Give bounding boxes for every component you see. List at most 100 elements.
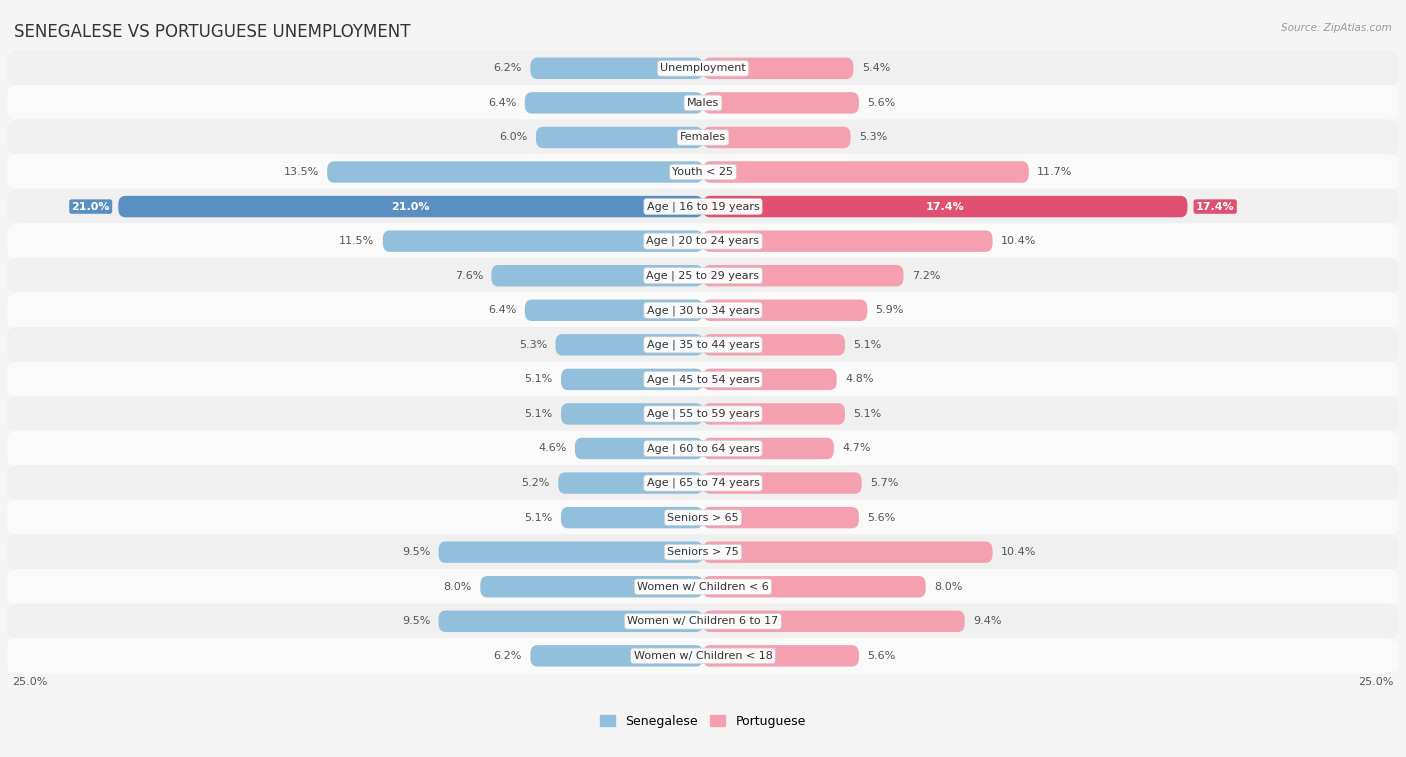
Text: Seniors > 75: Seniors > 75 <box>666 547 740 557</box>
Text: 4.7%: 4.7% <box>842 444 870 453</box>
FancyBboxPatch shape <box>6 85 1400 121</box>
Text: 5.1%: 5.1% <box>853 409 882 419</box>
Legend: Senegalese, Portuguese: Senegalese, Portuguese <box>595 710 811 733</box>
Text: 9.5%: 9.5% <box>402 547 430 557</box>
Text: 5.1%: 5.1% <box>524 375 553 385</box>
Text: Women w/ Children 6 to 17: Women w/ Children 6 to 17 <box>627 616 779 626</box>
FancyBboxPatch shape <box>703 161 1029 182</box>
FancyBboxPatch shape <box>6 327 1400 363</box>
FancyBboxPatch shape <box>703 126 851 148</box>
Text: 5.3%: 5.3% <box>859 132 887 142</box>
Text: Age | 30 to 34 years: Age | 30 to 34 years <box>647 305 759 316</box>
Text: Age | 65 to 74 years: Age | 65 to 74 years <box>647 478 759 488</box>
FancyBboxPatch shape <box>703 438 834 459</box>
Text: 6.4%: 6.4% <box>488 98 516 108</box>
FancyBboxPatch shape <box>561 507 703 528</box>
Text: 6.2%: 6.2% <box>494 651 522 661</box>
Text: Women w/ Children < 6: Women w/ Children < 6 <box>637 581 769 592</box>
FancyBboxPatch shape <box>382 230 703 252</box>
Text: Age | 35 to 44 years: Age | 35 to 44 years <box>647 340 759 350</box>
Text: 4.6%: 4.6% <box>538 444 567 453</box>
Text: 5.2%: 5.2% <box>522 478 550 488</box>
FancyBboxPatch shape <box>703 576 925 597</box>
FancyBboxPatch shape <box>524 300 703 321</box>
Text: Males: Males <box>688 98 718 108</box>
Text: 10.4%: 10.4% <box>1001 547 1036 557</box>
FancyBboxPatch shape <box>6 569 1400 605</box>
FancyBboxPatch shape <box>561 369 703 390</box>
FancyBboxPatch shape <box>530 58 703 79</box>
Text: 7.6%: 7.6% <box>454 271 484 281</box>
Text: 5.1%: 5.1% <box>524 409 553 419</box>
Text: 6.2%: 6.2% <box>494 64 522 73</box>
Text: 7.2%: 7.2% <box>912 271 941 281</box>
Text: Age | 25 to 29 years: Age | 25 to 29 years <box>647 270 759 281</box>
Text: 9.5%: 9.5% <box>402 616 430 626</box>
Text: 8.0%: 8.0% <box>934 581 963 592</box>
FancyBboxPatch shape <box>328 161 703 182</box>
Text: Age | 45 to 54 years: Age | 45 to 54 years <box>647 374 759 385</box>
FancyBboxPatch shape <box>703 196 1188 217</box>
FancyBboxPatch shape <box>481 576 703 597</box>
FancyBboxPatch shape <box>561 403 703 425</box>
Text: SENEGALESE VS PORTUGUESE UNEMPLOYMENT: SENEGALESE VS PORTUGUESE UNEMPLOYMENT <box>14 23 411 41</box>
FancyBboxPatch shape <box>536 126 703 148</box>
FancyBboxPatch shape <box>439 541 703 563</box>
Text: 8.0%: 8.0% <box>443 581 472 592</box>
Text: Seniors > 65: Seniors > 65 <box>668 512 738 522</box>
Text: Age | 55 to 59 years: Age | 55 to 59 years <box>647 409 759 419</box>
FancyBboxPatch shape <box>703 403 845 425</box>
Text: 21.0%: 21.0% <box>72 201 110 211</box>
Text: Age | 16 to 19 years: Age | 16 to 19 years <box>647 201 759 212</box>
Text: 5.4%: 5.4% <box>862 64 890 73</box>
FancyBboxPatch shape <box>703 92 859 114</box>
FancyBboxPatch shape <box>575 438 703 459</box>
Text: 11.5%: 11.5% <box>339 236 374 246</box>
Text: 10.4%: 10.4% <box>1001 236 1036 246</box>
Text: 21.0%: 21.0% <box>391 201 430 211</box>
FancyBboxPatch shape <box>703 541 993 563</box>
FancyBboxPatch shape <box>703 334 845 356</box>
FancyBboxPatch shape <box>6 431 1400 466</box>
FancyBboxPatch shape <box>703 58 853 79</box>
Text: 17.4%: 17.4% <box>1197 201 1234 211</box>
Text: 6.0%: 6.0% <box>499 132 527 142</box>
FancyBboxPatch shape <box>703 230 993 252</box>
FancyBboxPatch shape <box>703 300 868 321</box>
Text: 5.9%: 5.9% <box>876 305 904 315</box>
FancyBboxPatch shape <box>6 257 1400 294</box>
Text: 5.6%: 5.6% <box>868 651 896 661</box>
Text: Youth < 25: Youth < 25 <box>672 167 734 177</box>
FancyBboxPatch shape <box>6 638 1400 674</box>
Text: Source: ZipAtlas.com: Source: ZipAtlas.com <box>1281 23 1392 33</box>
FancyBboxPatch shape <box>530 645 703 667</box>
Text: 5.6%: 5.6% <box>868 512 896 522</box>
Text: 9.4%: 9.4% <box>973 616 1001 626</box>
Text: 5.7%: 5.7% <box>870 478 898 488</box>
FancyBboxPatch shape <box>703 507 859 528</box>
FancyBboxPatch shape <box>6 465 1400 501</box>
Text: 5.1%: 5.1% <box>853 340 882 350</box>
FancyBboxPatch shape <box>703 645 859 667</box>
FancyBboxPatch shape <box>6 396 1400 432</box>
Text: 25.0%: 25.0% <box>1358 677 1393 687</box>
Text: 5.3%: 5.3% <box>519 340 547 350</box>
Text: Females: Females <box>681 132 725 142</box>
Text: 13.5%: 13.5% <box>284 167 319 177</box>
Text: Age | 60 to 64 years: Age | 60 to 64 years <box>647 444 759 453</box>
FancyBboxPatch shape <box>558 472 703 494</box>
FancyBboxPatch shape <box>492 265 703 286</box>
FancyBboxPatch shape <box>439 611 703 632</box>
FancyBboxPatch shape <box>6 188 1400 225</box>
Text: 6.4%: 6.4% <box>488 305 516 315</box>
Text: 11.7%: 11.7% <box>1038 167 1073 177</box>
FancyBboxPatch shape <box>6 51 1400 86</box>
FancyBboxPatch shape <box>6 361 1400 397</box>
FancyBboxPatch shape <box>6 500 1400 536</box>
FancyBboxPatch shape <box>703 369 837 390</box>
Text: Unemployment: Unemployment <box>661 64 745 73</box>
FancyBboxPatch shape <box>703 265 904 286</box>
FancyBboxPatch shape <box>6 534 1400 570</box>
Text: 17.4%: 17.4% <box>927 201 965 211</box>
FancyBboxPatch shape <box>6 292 1400 329</box>
